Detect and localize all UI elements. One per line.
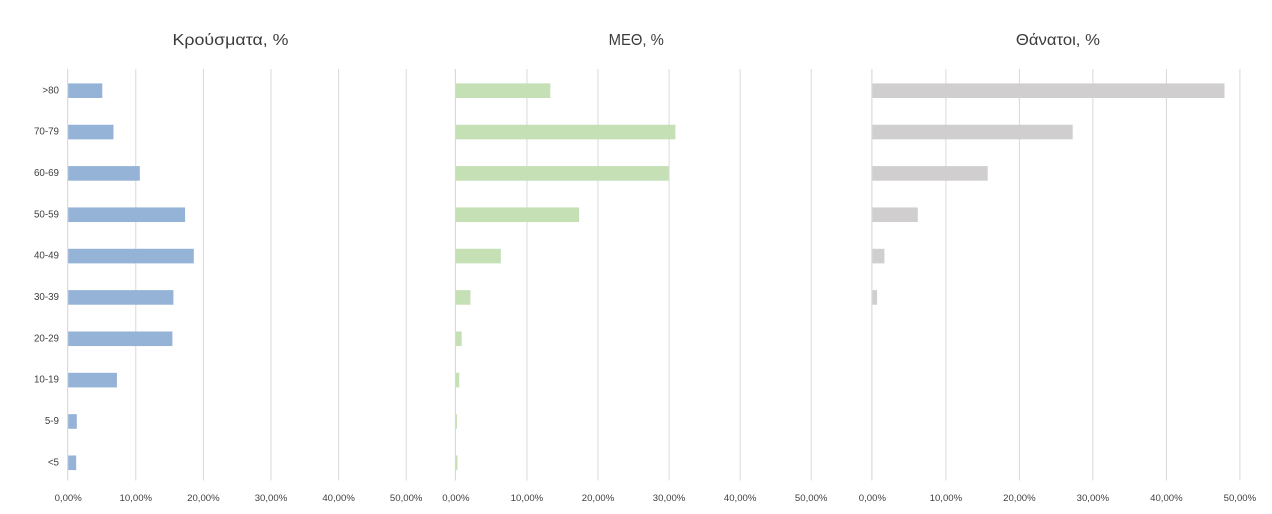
svg-text:20-29: 20-29 (34, 333, 59, 344)
svg-text:Θάνατοι, %: Θάνατοι, % (1016, 32, 1100, 49)
svg-text:40,00%: 40,00% (1150, 493, 1183, 504)
svg-text:60-69: 60-69 (34, 168, 59, 179)
svg-text:30,00%: 30,00% (255, 493, 288, 504)
svg-text:70-79: 70-79 (34, 127, 59, 138)
svg-text:30-39: 30-39 (34, 292, 59, 303)
svg-text:10,00%: 10,00% (511, 493, 544, 504)
svg-text:10,00%: 10,00% (120, 493, 153, 504)
svg-text:ΜΕΘ, %: ΜΕΘ, % (609, 32, 664, 49)
svg-text:5-9: 5-9 (45, 416, 59, 427)
svg-text:Κρούσματα, %: Κρούσματα, % (173, 32, 289, 49)
svg-text:0,00%: 0,00% (55, 493, 83, 504)
svg-text:50,00%: 50,00% (1224, 493, 1257, 504)
svg-text:50-59: 50-59 (34, 209, 59, 220)
svg-text:30,00%: 30,00% (1077, 493, 1110, 504)
svg-text:50,00%: 50,00% (390, 493, 423, 504)
svg-text:20,00%: 20,00% (582, 493, 615, 504)
svg-text:10-19: 10-19 (34, 375, 59, 386)
svg-text:30,00%: 30,00% (653, 493, 686, 504)
svg-text:40-49: 40-49 (34, 251, 59, 262)
svg-text:50,00%: 50,00% (795, 493, 828, 504)
svg-text:20,00%: 20,00% (187, 493, 220, 504)
svg-text:40,00%: 40,00% (724, 493, 757, 504)
svg-text:0,00%: 0,00% (859, 493, 887, 504)
svg-text:40,00%: 40,00% (322, 493, 355, 504)
svg-text:0,00%: 0,00% (442, 493, 470, 504)
svg-text:<5: <5 (48, 457, 60, 468)
svg-text:10,00%: 10,00% (930, 493, 963, 504)
svg-text:>80: >80 (42, 85, 59, 96)
svg-text:20,00%: 20,00% (1003, 493, 1036, 504)
